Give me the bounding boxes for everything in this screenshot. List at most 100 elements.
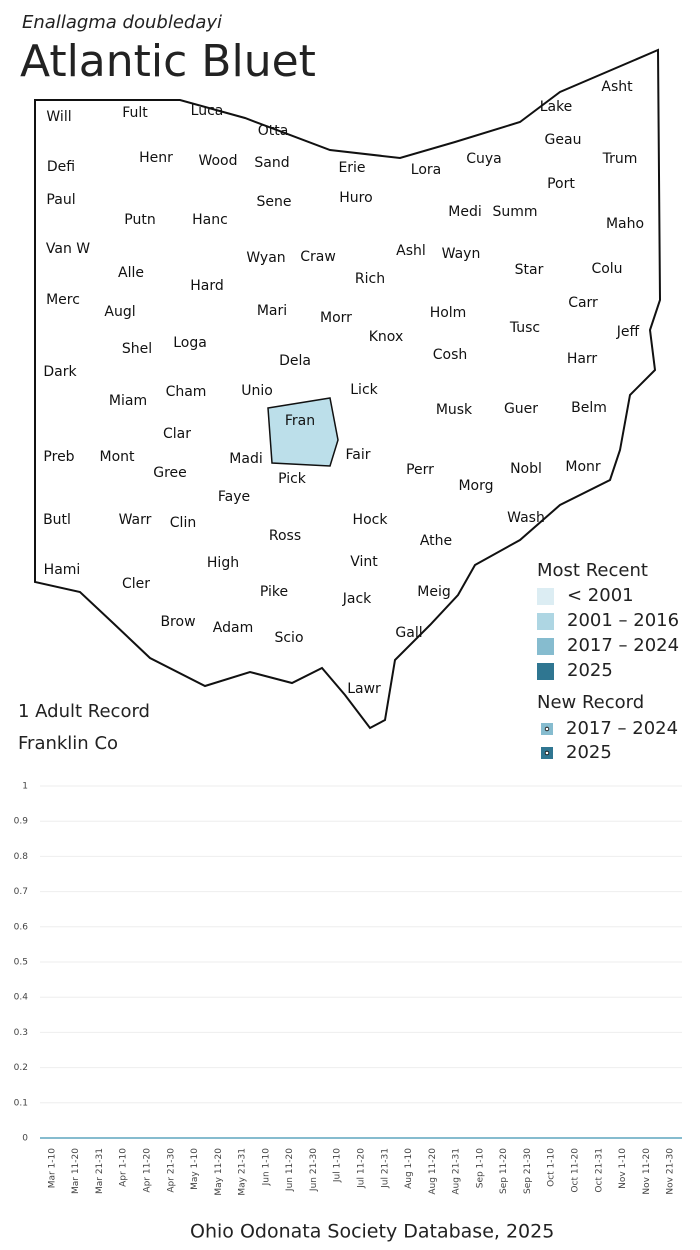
county-label: Paul xyxy=(46,192,75,208)
x-tick-label: Aug 21-31 xyxy=(452,1148,462,1195)
x-tick-label: Nov 1-10 xyxy=(618,1148,628,1189)
county-label: Lora xyxy=(411,162,441,178)
county-label: Hard xyxy=(190,278,224,294)
legend-label: 2025 xyxy=(567,660,613,681)
x-tick-label: Apr 21-30 xyxy=(166,1148,176,1193)
county-label: Butl xyxy=(43,512,71,528)
county-label: Warr xyxy=(119,512,152,528)
ohio-outline xyxy=(34,48,662,730)
county-label: Summ xyxy=(492,204,537,220)
legend-label: 2017 – 2024 xyxy=(566,718,678,739)
county-label: Belm xyxy=(571,400,607,416)
y-tick-label: 1 xyxy=(22,782,28,792)
x-tick-label: Oct 11-20 xyxy=(571,1148,581,1193)
county-label: Carr xyxy=(568,295,598,311)
county-label: Mont xyxy=(99,449,135,465)
county-label: Miam xyxy=(109,393,147,409)
x-tick-label: Jul 1-10 xyxy=(333,1148,343,1183)
y-tick-label: 0.2 xyxy=(14,1063,28,1073)
county-label: Musk xyxy=(436,402,473,418)
y-tick-label: 0.1 xyxy=(14,1098,28,1108)
county-label: Scio xyxy=(274,630,303,646)
x-tick-label: Jun 1-10 xyxy=(261,1148,271,1187)
county-label: Unio xyxy=(241,383,273,399)
county-label: Mari xyxy=(257,303,287,319)
legend-swatch xyxy=(537,613,554,630)
legend-title: Most Recent xyxy=(537,560,648,581)
legend-title: New Record xyxy=(537,692,644,713)
x-tick-label: May 1-10 xyxy=(190,1148,200,1190)
county-label: Wayn xyxy=(442,246,481,262)
county-label: Craw xyxy=(300,249,336,265)
county-label: Ashl xyxy=(396,243,426,259)
county-label: Jack xyxy=(342,591,372,607)
county-label: Henr xyxy=(139,150,173,166)
county-label: Asht xyxy=(601,79,633,95)
x-tick-label: Mar 21-31 xyxy=(95,1148,105,1194)
county-label: Alle xyxy=(118,265,144,281)
county-label: Jeff xyxy=(616,324,640,340)
county-label: Nobl xyxy=(510,461,542,477)
record-county: Franklin Co xyxy=(18,733,118,754)
county-label: Otta xyxy=(258,123,289,139)
county-label: Pick xyxy=(278,471,307,487)
x-tick-label: Aug 11-20 xyxy=(428,1148,438,1195)
county-label: Rich xyxy=(355,271,385,287)
county-label: Huro xyxy=(339,190,372,206)
county-label: Clar xyxy=(163,426,191,442)
legend-label: 2017 – 2024 xyxy=(567,635,679,656)
footer: Ohio Odonata Society Database, 2025 xyxy=(190,1221,554,1243)
county-label: Faye xyxy=(218,489,250,505)
county-label: Perr xyxy=(406,462,434,478)
y-tick-label: 0.5 xyxy=(14,958,28,968)
county-label: Fult xyxy=(122,105,148,121)
x-tick-label: Aug 1-10 xyxy=(404,1148,414,1189)
x-tick-label: Sep 1-10 xyxy=(475,1148,485,1189)
legend-swatch xyxy=(537,638,554,655)
county-label: Morr xyxy=(320,310,352,326)
legend-label: < 2001 xyxy=(567,585,634,606)
y-tick-label: 0.4 xyxy=(14,993,29,1003)
legend-dot xyxy=(544,750,550,756)
y-tick-label: 0 xyxy=(22,1134,28,1144)
county-label: Adam xyxy=(213,620,253,636)
county-label: Harr xyxy=(567,351,598,367)
legend-dot xyxy=(544,726,550,732)
x-tick-label: Sep 21-30 xyxy=(523,1148,533,1194)
county-label: Luca xyxy=(191,103,224,119)
county-label: Meig xyxy=(417,584,450,600)
county-label: Dela xyxy=(279,353,311,369)
county-label: Colu xyxy=(591,261,622,277)
x-tick-label: May 21-31 xyxy=(238,1148,248,1196)
county-label: Dark xyxy=(43,364,77,380)
county-label: Vint xyxy=(350,554,378,570)
legend-label: 2025 xyxy=(566,742,612,763)
county-label: Medi xyxy=(448,204,481,220)
county-label: Knox xyxy=(369,329,403,345)
legend-label: 2001 – 2016 xyxy=(567,610,679,631)
county-label: Shel xyxy=(122,341,152,357)
y-tick-label: 0.8 xyxy=(14,852,29,862)
x-tick-label: Nov 11-20 xyxy=(642,1148,652,1195)
county-label: Will xyxy=(46,109,71,125)
county-label: Ross xyxy=(269,528,301,544)
y-tick-label: 0.6 xyxy=(14,922,29,932)
county-fill xyxy=(267,397,339,467)
county-label: Sene xyxy=(257,194,292,210)
x-tick-label: Jun 11-20 xyxy=(285,1148,295,1192)
county-label: Holm xyxy=(430,305,467,321)
county-label: Star xyxy=(515,262,544,278)
x-tick-label: May 11-20 xyxy=(214,1148,224,1196)
x-tick-label: Oct 21-31 xyxy=(594,1148,604,1193)
x-tick-label: Oct 1-10 xyxy=(547,1148,557,1187)
county-label: Fair xyxy=(346,447,371,463)
county-label: Wyan xyxy=(246,250,285,266)
county-label: Erie xyxy=(338,160,365,176)
county-label: Athe xyxy=(420,533,452,549)
county-label: Brow xyxy=(160,614,195,630)
county-label: Hanc xyxy=(192,212,228,228)
county-label: Defi xyxy=(47,159,75,175)
county-label: Maho xyxy=(606,216,644,232)
county-label: Trum xyxy=(602,151,638,167)
